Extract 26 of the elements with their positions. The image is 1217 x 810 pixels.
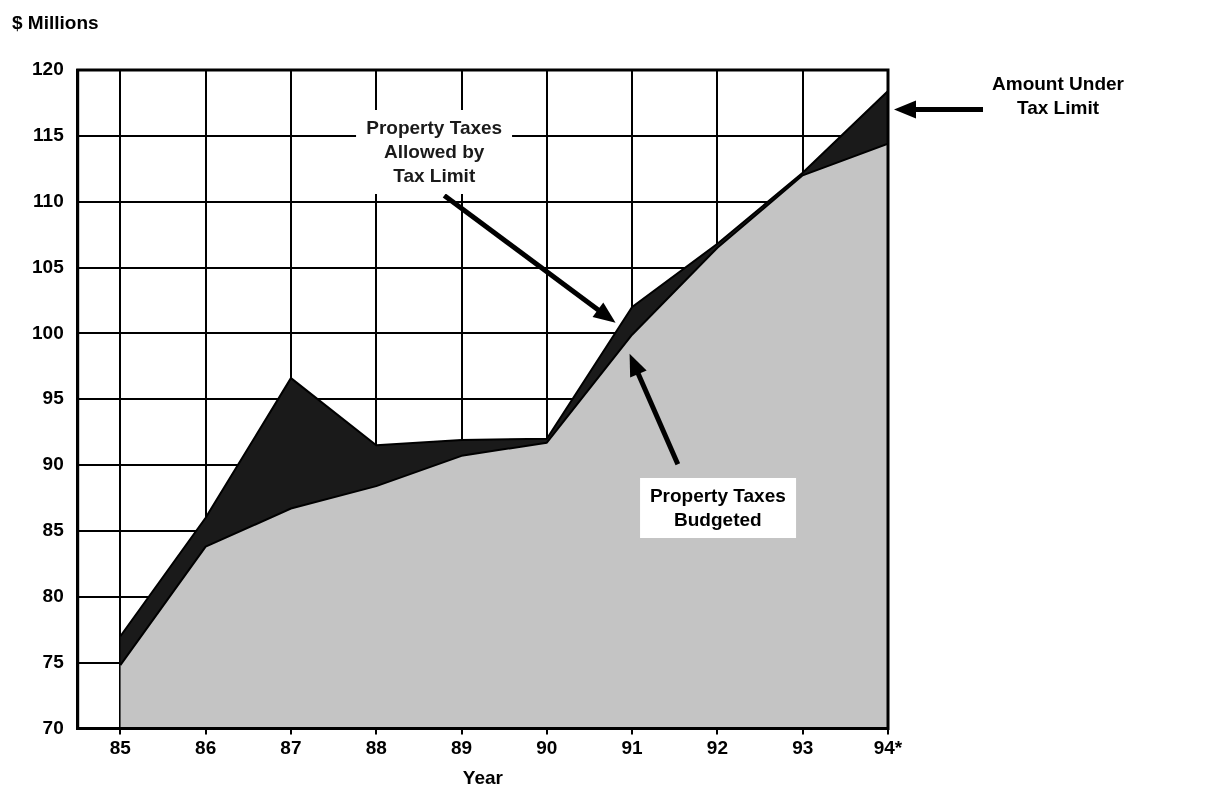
x-tick-label: 85 bbox=[109, 737, 132, 759]
y-tick-label: 105 bbox=[32, 255, 65, 277]
y-tick-label: 80 bbox=[42, 584, 64, 606]
x-tick-label: 87 bbox=[280, 737, 302, 759]
x-tick-label: 89 bbox=[450, 737, 473, 759]
x-axis-title: Year bbox=[462, 766, 504, 788]
y-tick-label: 120 bbox=[32, 58, 64, 80]
x-tick-label: 91 bbox=[621, 737, 644, 759]
y-axis-title: $ Millions bbox=[12, 11, 99, 33]
x-tick-label: 92 bbox=[706, 737, 728, 759]
y-tick-label: 110 bbox=[33, 189, 64, 211]
x-tick-label: 94* bbox=[873, 737, 903, 759]
y-tick-label: 100 bbox=[32, 321, 64, 343]
text: Amount Under Tax Limit bbox=[992, 72, 1124, 120]
x-tick-label: 86 bbox=[195, 737, 217, 759]
y-tick-label: 90 bbox=[42, 453, 64, 475]
x-tick-label: 90 bbox=[536, 737, 558, 759]
x-tick-label: 88 bbox=[365, 737, 387, 759]
x-tick-label: 93 bbox=[792, 737, 814, 759]
y-tick-label: 115 bbox=[33, 124, 65, 146]
y-tick-label: 75 bbox=[42, 650, 65, 672]
y-tick-label: 95 bbox=[42, 387, 65, 409]
series-label: Property Taxes Budgeted bbox=[649, 484, 786, 533]
y-tick-label: 70 bbox=[42, 716, 64, 738]
y-tick-label: 85 bbox=[42, 519, 65, 541]
text: Property Taxes Allowed by Tax Limit bbox=[366, 115, 503, 188]
